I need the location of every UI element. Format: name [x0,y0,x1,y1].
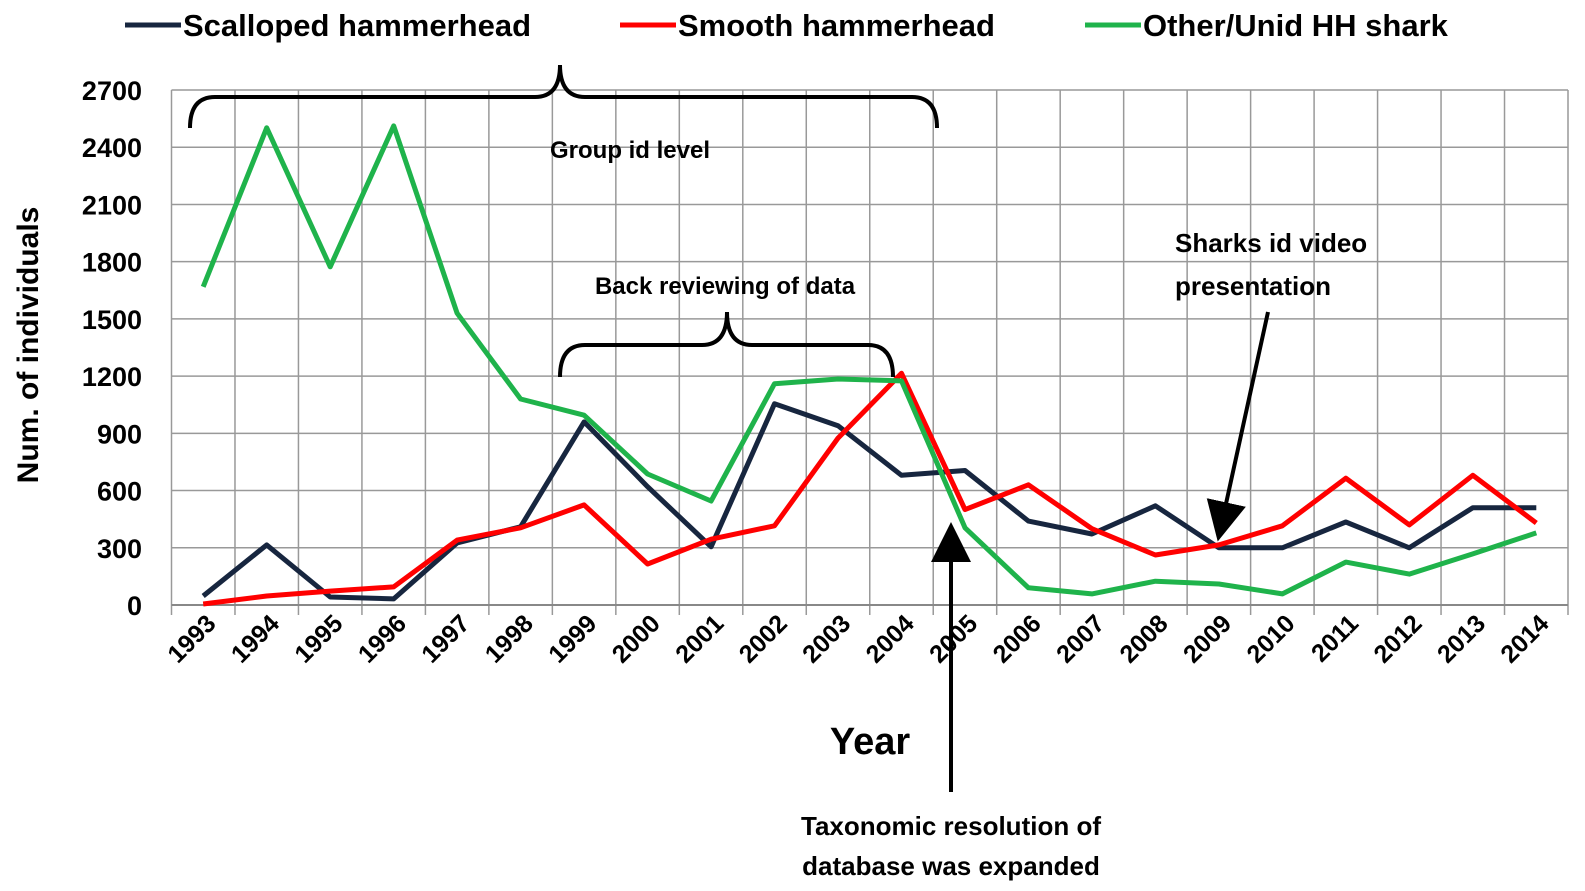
x-tick-label: 2004 [861,609,920,668]
x-tick-label: 1999 [543,609,602,668]
x-tick-label: 1994 [226,609,285,668]
y-tick-label: 300 [97,534,142,564]
arrow [1206,311,1270,542]
x-tick-label: 1995 [289,609,348,668]
x-tick-label: 2014 [1495,609,1554,668]
y-tick-label: 2100 [82,190,142,220]
x-tick-label: 2000 [607,609,666,668]
x-tick-label: 2006 [988,609,1047,668]
x-tick-label: 2002 [734,609,793,668]
annotation: Group id level [550,137,710,164]
y-tick-label: 600 [97,477,142,507]
x-tick-label: 2009 [1178,609,1237,668]
y-tick-label: 0 [127,591,142,621]
x-tick-label: 2007 [1051,609,1110,668]
annotation: Back reviewing of data [595,273,856,300]
y-tick-label: 2400 [82,133,142,163]
x-tick-label: 2005 [924,609,983,668]
brace [558,311,895,378]
legend-label: Other/Unid HH shark [1143,8,1449,43]
y-tick-label: 1800 [82,248,142,278]
y-tick-label: 900 [97,419,142,449]
annotation: Taxonomic resolution of database was expa… [801,811,1101,881]
y-tick-label: 1500 [82,305,142,335]
series-line [201,401,1537,602]
legend-label: Smooth hammerhead [678,8,995,43]
legend-label: Scalloped hammerhead [183,8,531,43]
series-line [202,370,1538,607]
x-axis-title: Year [830,721,911,763]
series-line [200,123,1538,597]
x-tick-label: 2001 [670,609,729,668]
x-tick-label: 1997 [416,609,475,668]
brace [188,64,939,129]
plot [200,123,1538,607]
x-tick-label: 2013 [1432,609,1491,668]
y-axis-title: Num. of individuals [12,207,45,484]
x-tick-label: 1993 [162,609,221,668]
y-tick-label: 2700 [82,76,142,106]
x-tick-label: 1996 [353,609,412,668]
x-tick-label: 1998 [480,609,539,668]
x-tick-label: 2003 [797,609,856,668]
x-tick-label: 2011 [1306,609,1364,667]
annotation: Sharks id video presentation [1175,228,1367,301]
y-tick-label: 1200 [82,362,142,392]
x-tick-label: 2010 [1241,609,1300,668]
x-tick-label: 2008 [1115,609,1174,668]
x-tick-label: 2012 [1368,609,1427,668]
